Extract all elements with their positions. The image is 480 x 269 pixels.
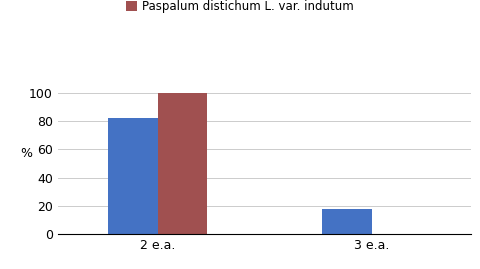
Bar <box>157 93 207 234</box>
Legend: Paspalum distichum L. var. disticutum, Paspalum distichum L. var. indutum: Paspalum distichum L. var. disticutum, P… <box>125 0 366 13</box>
Bar <box>321 209 371 234</box>
Bar <box>108 118 157 234</box>
Y-axis label: %: % <box>20 147 32 160</box>
